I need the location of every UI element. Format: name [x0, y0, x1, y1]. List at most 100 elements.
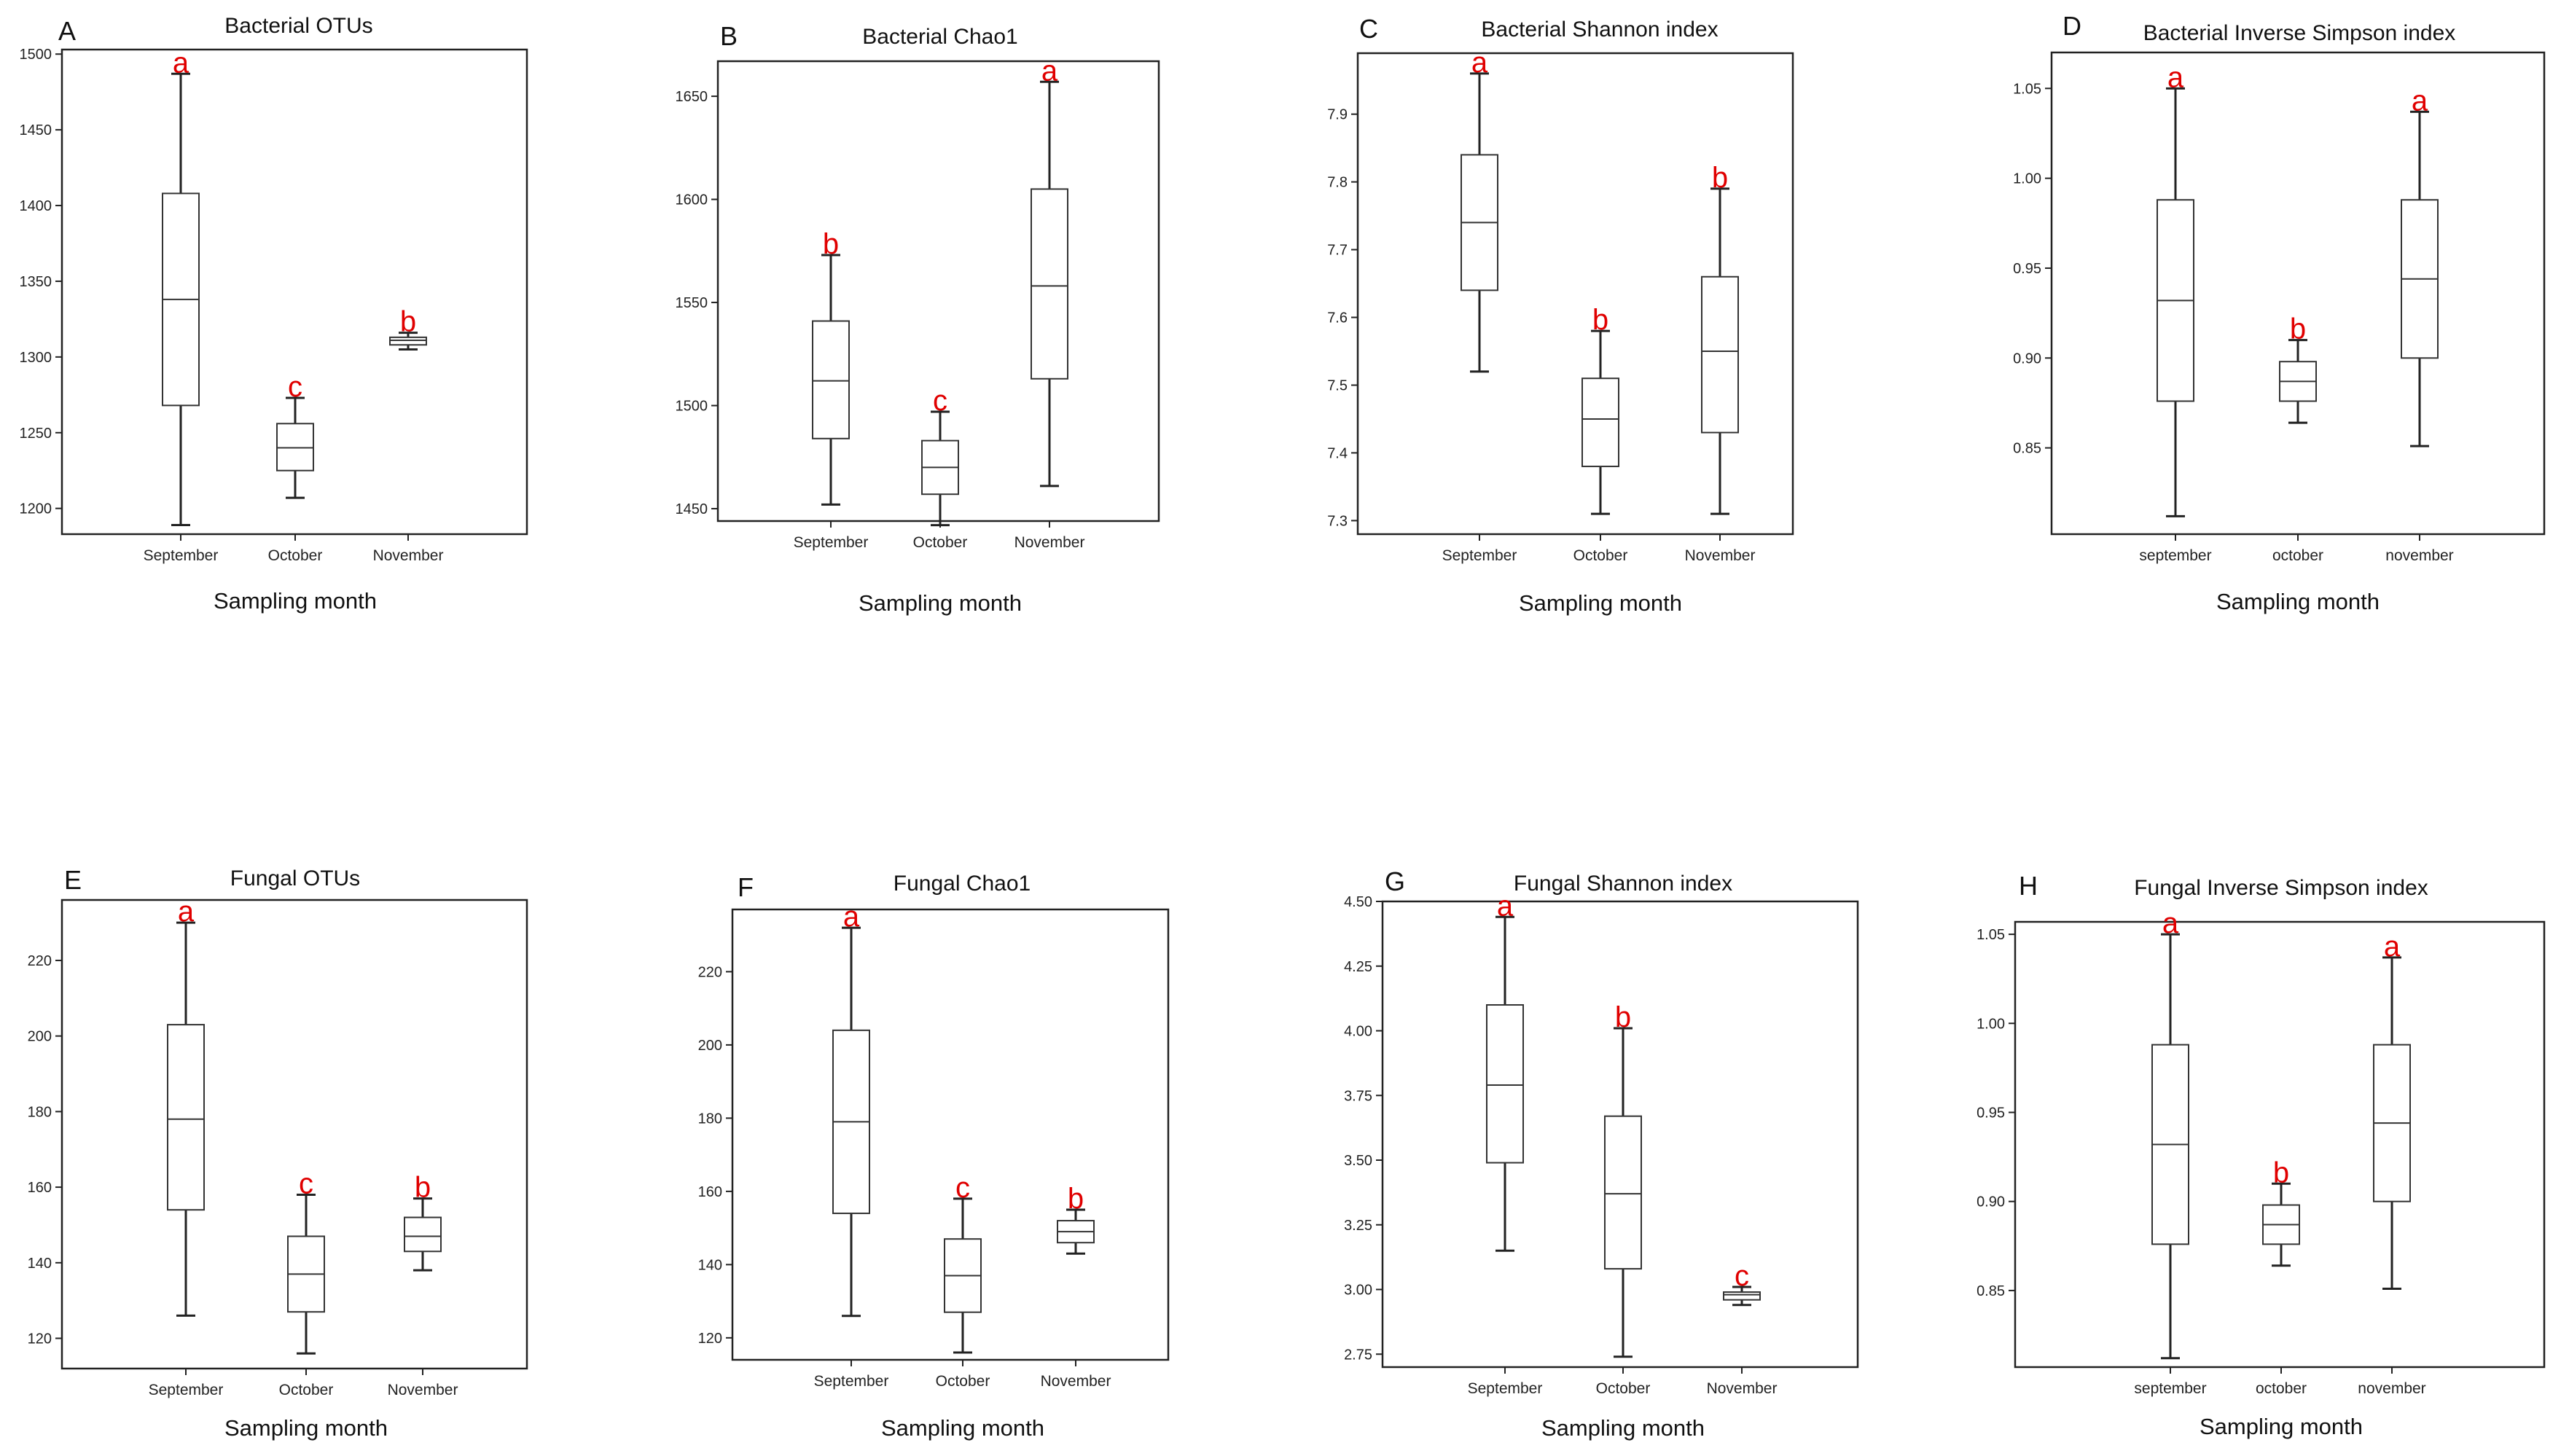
- significance-letter: b: [1712, 162, 1728, 194]
- iqr-box: [812, 320, 850, 439]
- y-tick-label: 0.90: [1977, 1194, 2005, 1210]
- y-tick-label: 7.8: [1327, 175, 1348, 191]
- significance-letter: c: [1735, 1260, 1749, 1292]
- box-november: a: [1031, 55, 1068, 488]
- x-tick-label: November: [1014, 534, 1085, 551]
- y-tick-label: 0.90: [2013, 351, 2041, 367]
- iqr-box: [276, 423, 314, 471]
- box-september: b: [812, 228, 850, 506]
- x-axis-label: Sampling month: [214, 588, 377, 614]
- chart-title: Bacterial Shannon index: [1481, 17, 1718, 42]
- box-november: b: [1701, 162, 1739, 515]
- significance-letter: a: [1497, 890, 1514, 922]
- y-tick-label: 7.7: [1327, 243, 1348, 259]
- y-tick-label: 1.00: [2013, 171, 2041, 187]
- box-november: b: [404, 1172, 442, 1272]
- significance-letter: b: [415, 1172, 431, 1204]
- box-september: a: [2157, 61, 2194, 517]
- box-october: b: [2262, 1156, 2300, 1267]
- y-tick-label: 7.5: [1327, 377, 1348, 394]
- y-tick-label: 4.50: [1344, 894, 1372, 910]
- box-october: b: [2279, 313, 2317, 424]
- chart-panel-e: E Fungal OTUs 120 140 160 180 200 220 September O…: [28, 865, 528, 1441]
- iqr-box: [389, 336, 427, 346]
- x-tick-label: September: [1442, 547, 1517, 564]
- y-tick-label: 0.95: [2013, 261, 2041, 277]
- x-tick-label: October: [268, 547, 323, 564]
- box-september: a: [167, 896, 205, 1317]
- y-tick-label: 0.95: [1977, 1105, 2005, 1122]
- iqr-box: [1581, 377, 1619, 468]
- y-tick-label: 1.05: [2013, 81, 2041, 97]
- y-tick-label: 140: [28, 1256, 52, 1272]
- box-september: a: [162, 47, 200, 527]
- y-tick-label: 1.05: [1977, 927, 2005, 943]
- box-october: c: [276, 371, 314, 499]
- chart-title: Fungal Inverse Simpson index: [2134, 876, 2428, 900]
- plot-frame: [60, 899, 528, 1370]
- box-september: a: [2151, 907, 2189, 1360]
- iqr-box: [167, 1024, 205, 1211]
- significance-letter: a: [178, 896, 195, 928]
- x-tick-label: october: [2272, 547, 2323, 564]
- y-tick-label: 1300: [20, 350, 52, 366]
- y-tick-label: 1500: [20, 47, 52, 63]
- y-tick-label: 200: [698, 1038, 722, 1054]
- chart-title: Fungal Shannon index: [1514, 872, 1732, 896]
- box-october: c: [921, 385, 959, 527]
- plot-frame: [2050, 51, 2546, 536]
- significance-letter: c: [933, 385, 947, 417]
- significance-letter: a: [1041, 55, 1058, 87]
- chart-title: Bacterial Inverse Simpson index: [2143, 21, 2456, 45]
- significance-letter: b: [823, 228, 839, 260]
- panel-letter: D: [2063, 11, 2081, 41]
- x-tick-label: september: [2134, 1380, 2206, 1397]
- y-tick-label: 3.00: [1344, 1283, 1372, 1299]
- significance-letter: b: [1068, 1183, 1084, 1215]
- x-tick-label: November: [1685, 547, 1756, 564]
- y-tick-label: 120: [28, 1331, 52, 1347]
- y-tick-label: 180: [698, 1111, 722, 1127]
- iqr-box: [1031, 188, 1068, 380]
- iqr-box: [1723, 1291, 1761, 1301]
- x-tick-label: September: [144, 547, 219, 564]
- box-october: c: [287, 1167, 325, 1355]
- y-tick-label: 3.75: [1344, 1088, 1372, 1104]
- chart-panel-b: B Bacterial Chao1 1450 1500 1550 1600 1650 Sept…: [676, 21, 1160, 616]
- significance-letter: a: [2384, 931, 2401, 963]
- chart-title: Fungal OTUs: [230, 866, 360, 891]
- x-axis-label: Sampling month: [859, 590, 1022, 616]
- x-tick-label: october: [2256, 1380, 2307, 1397]
- y-tick-label: 140: [698, 1257, 722, 1273]
- chart-panel-f: F Fungal Chao1 120 140 160 180 200 220 September…: [698, 872, 1170, 1441]
- significance-letter: b: [1592, 304, 1608, 336]
- chart-title: Fungal Chao1: [894, 872, 1031, 896]
- panel-letter: E: [64, 865, 82, 895]
- significance-letter: a: [1471, 47, 1488, 79]
- box-november: a: [2401, 85, 2439, 447]
- y-tick-label: 7.3: [1327, 513, 1348, 529]
- y-tick-label: 7.6: [1327, 310, 1348, 326]
- significance-letter: a: [2162, 907, 2179, 939]
- significance-letter: a: [2412, 85, 2428, 117]
- x-tick-label: October: [913, 534, 968, 551]
- panel-letter: H: [2019, 871, 2038, 901]
- iqr-box: [1604, 1115, 1642, 1270]
- chart-title: Bacterial Chao1: [862, 25, 1017, 49]
- x-tick-label: October: [1596, 1380, 1651, 1397]
- x-tick-label: November: [373, 547, 444, 564]
- chart-panel-c: C Bacterial Shannon index 7.3 7.4 7.5 7.6 7.7 7…: [1327, 14, 1794, 616]
- significance-letter: b: [400, 306, 416, 338]
- box-november: b: [389, 306, 427, 351]
- chart-panel-d: D Bacterial Inverse Simpson index 0.85 0.90…: [2013, 11, 2546, 614]
- x-tick-label: October: [1573, 547, 1628, 564]
- x-axis-label: Sampling month: [1519, 590, 1682, 616]
- x-tick-label: October: [936, 1373, 990, 1390]
- y-tick-label: 1650: [676, 89, 708, 105]
- y-tick-label: 3.25: [1344, 1218, 1372, 1234]
- y-tick-label: 160: [698, 1184, 722, 1200]
- significance-letter: b: [2290, 313, 2306, 345]
- panel-letter: C: [1359, 14, 1378, 44]
- panel-letter: G: [1385, 866, 1405, 896]
